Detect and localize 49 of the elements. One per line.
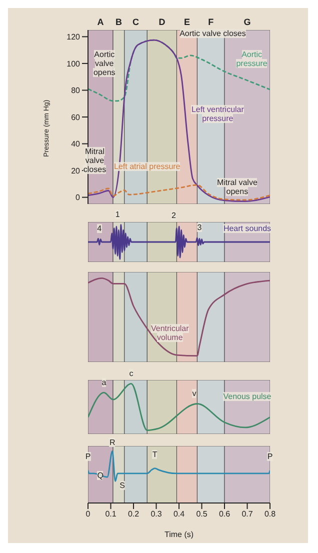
- annotation: 1: [115, 210, 120, 219]
- annotation: a: [102, 378, 106, 387]
- x-axis-title: Time (s): [164, 530, 194, 539]
- annotation: Mitral valve opens: [216, 178, 258, 196]
- x-tick-label: 0.1: [105, 510, 117, 519]
- y-tick-label: 0: [76, 193, 81, 202]
- annotation: S: [120, 481, 125, 490]
- x-tick-label: 0.6: [218, 510, 231, 519]
- y-tick-label: 60: [71, 112, 81, 122]
- x-tick-label: 0.5: [196, 510, 208, 519]
- x-tick-label: 0.4: [173, 510, 186, 519]
- band-label: G: [244, 17, 251, 27]
- band-label: D: [158, 17, 166, 27]
- x-tick-label: 0.3: [150, 510, 162, 519]
- series-label: Heart sounds: [223, 224, 272, 234]
- annotation: 4: [97, 224, 102, 233]
- x-tick-label: 0.2: [128, 510, 140, 519]
- annotation: Mitral valve closes: [83, 146, 106, 174]
- annotation: P: [85, 452, 91, 462]
- series-label: Left ventricular pressure: [191, 105, 244, 124]
- y-tick-label: 40: [71, 140, 81, 149]
- line-series: [88, 39, 270, 102]
- series-label: Venous pulse: [223, 392, 272, 402]
- text: Left atrial pressure: [114, 162, 180, 171]
- x-tick-label: 0.8: [264, 510, 276, 519]
- line-series: [88, 184, 270, 201]
- y-tick-label: 120: [66, 32, 81, 42]
- band-label: C: [132, 17, 140, 27]
- series-label: Aortic pressure: [236, 50, 268, 68]
- band-label: A: [97, 17, 104, 27]
- annotation: c: [129, 368, 134, 378]
- annotation: Aortic valve opens: [93, 50, 116, 77]
- x-tick-label: 0.7: [242, 510, 254, 519]
- annotation: Aortic valve closes: [180, 29, 246, 38]
- y-tick-label: 100: [66, 59, 81, 68]
- x-tick-label: 0: [86, 510, 91, 519]
- annotation: 3: [197, 222, 202, 232]
- annotation: v: [192, 388, 196, 398]
- y-tick-label: 20: [71, 166, 81, 176]
- band-label: E: [184, 17, 190, 27]
- annotation: 2: [171, 211, 176, 220]
- annotation: Q: [97, 471, 104, 480]
- annotation: T: [152, 450, 158, 460]
- annotation: R: [109, 438, 116, 448]
- series-label: Ventricular volume: [150, 324, 189, 342]
- band-label: F: [208, 17, 214, 27]
- y-tick-label: 80: [71, 86, 81, 96]
- band-label: B: [115, 17, 122, 27]
- annotation: P: [267, 452, 273, 462]
